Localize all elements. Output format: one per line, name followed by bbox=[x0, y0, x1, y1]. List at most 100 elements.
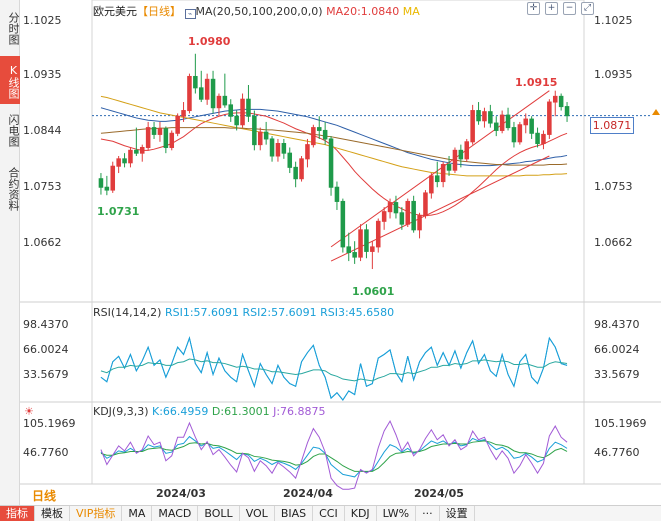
toolbar-vip-indicators[interactable]: VIP指标 bbox=[70, 506, 123, 521]
tab-timeshare[interactable]: 分时图 bbox=[7, 12, 20, 45]
candle-body bbox=[529, 118, 534, 134]
candle-body bbox=[452, 149, 458, 171]
rsi-lines-rsi1 bbox=[100, 336, 568, 401]
candle-body bbox=[328, 138, 334, 188]
candle-body bbox=[340, 200, 346, 248]
candle-body bbox=[104, 186, 110, 191]
toolbar-ma[interactable]: MA bbox=[122, 506, 153, 521]
candle-body bbox=[411, 200, 416, 231]
kdj-label-right: 105.1969 bbox=[594, 417, 647, 430]
toolbar-vol[interactable]: VOL bbox=[240, 506, 275, 521]
toolbar-cci[interactable]: CCI bbox=[313, 506, 345, 521]
sidebar: 分时图 K线图 闪电图 合约资料 bbox=[0, 0, 20, 505]
candle-body bbox=[110, 165, 116, 191]
candle-body bbox=[163, 128, 169, 148]
toolbar-boll[interactable]: BOLL bbox=[198, 506, 240, 521]
rsi-label-left: 66.0024 bbox=[23, 343, 69, 356]
channel-upper-line bbox=[330, 90, 550, 248]
candle-body bbox=[204, 78, 210, 100]
rsi-label-left: 33.5679 bbox=[23, 368, 69, 381]
candle-body bbox=[552, 95, 558, 103]
moving-average-lines bbox=[100, 95, 568, 217]
price-label-right: 1.1025 bbox=[594, 14, 633, 27]
toolbar-more[interactable]: ··· bbox=[416, 506, 440, 521]
toolbar-bias[interactable]: BIAS bbox=[275, 506, 314, 521]
candle-body bbox=[198, 87, 204, 100]
kdj-label-left: 46.7760 bbox=[23, 446, 69, 459]
candle-body bbox=[287, 152, 293, 168]
price-label-right: 1.0662 bbox=[594, 236, 633, 249]
rsi-lines-rsi2 bbox=[100, 336, 568, 401]
toolbar-kdj[interactable]: KDJ bbox=[345, 506, 377, 521]
kdj-settings-icon[interactable]: ☀ bbox=[24, 405, 34, 418]
price-up-arrow-icon bbox=[652, 109, 660, 115]
candle-body bbox=[417, 215, 422, 231]
candle-body bbox=[434, 175, 440, 183]
kdj-d-value: D:61.3001 bbox=[211, 405, 270, 418]
toolbar-settings[interactable]: 设置 bbox=[440, 506, 475, 521]
candle-body bbox=[145, 127, 151, 148]
candle-body bbox=[440, 164, 446, 183]
tab-kline[interactable]: K线图 bbox=[0, 56, 20, 104]
candle-body bbox=[446, 164, 452, 171]
candle-body bbox=[370, 246, 375, 252]
symbol-name: 欧元美元 bbox=[93, 5, 137, 18]
rsi1-value: RSI1:57.6091 bbox=[164, 306, 240, 319]
tab-flash-chart[interactable]: 闪电图 bbox=[7, 114, 20, 147]
candle-body bbox=[535, 132, 540, 145]
candle-body bbox=[151, 127, 157, 135]
candle-body bbox=[429, 175, 434, 194]
tab-contract-info[interactable]: 合约资料 bbox=[7, 166, 20, 211]
toolbar-template[interactable]: 模板 bbox=[35, 506, 70, 521]
candle-body bbox=[316, 127, 322, 131]
period-badge[interactable]: 日线 bbox=[32, 489, 57, 503]
time-label: 2024/05 bbox=[414, 487, 464, 500]
candle-body bbox=[252, 115, 257, 146]
rsi-label-right: 98.4370 bbox=[594, 318, 640, 331]
ma-settings-icon[interactable]: ⌁ bbox=[184, 9, 196, 19]
rsi3-value: RSI3:45.6580 bbox=[320, 306, 395, 319]
candlesticks bbox=[98, 53, 570, 270]
price-label-left: 1.1025 bbox=[23, 14, 62, 27]
current-price-tag: 1.0871 bbox=[590, 117, 634, 134]
rsi-label-right: 66.0024 bbox=[594, 343, 640, 356]
rsi-header: RSI(14,14,2) RSI1:57.6091 RSI2:57.6091 R… bbox=[93, 306, 394, 319]
crosshair-icon[interactable]: ✛ bbox=[527, 2, 540, 15]
candle-body bbox=[122, 158, 127, 164]
early-low-annotation: 1.0731 bbox=[97, 205, 140, 218]
candle-body bbox=[476, 110, 481, 122]
candle-body bbox=[346, 246, 352, 254]
fullscreen-icon[interactable]: ⤢ bbox=[581, 2, 594, 15]
candle-body bbox=[493, 122, 499, 131]
candle-body bbox=[393, 202, 399, 214]
price-label-right: 1.0935 bbox=[594, 68, 633, 81]
low-annotation: 1.0601 bbox=[352, 285, 395, 298]
zoom-in-icon[interactable]: + bbox=[545, 2, 558, 15]
period-tag[interactable]: 【日线】 bbox=[137, 5, 181, 18]
ma-more-label: MA bbox=[402, 5, 420, 18]
rsi-title[interactable]: RSI(14,14,2) bbox=[93, 306, 162, 319]
candle-body bbox=[240, 98, 245, 126]
candle-body bbox=[299, 158, 304, 180]
candle-body bbox=[517, 124, 523, 143]
toolbar-macd[interactable]: MACD bbox=[152, 506, 199, 521]
candle-body bbox=[263, 131, 269, 140]
candle-body bbox=[399, 212, 405, 225]
toolbar-lw[interactable]: LW% bbox=[377, 506, 417, 521]
candle-body bbox=[210, 78, 216, 109]
toolbar-indicators[interactable]: 指标 bbox=[0, 506, 35, 521]
candle-body bbox=[157, 128, 163, 135]
zoom-out-icon[interactable]: − bbox=[563, 2, 576, 15]
candle-body bbox=[311, 127, 316, 146]
candle-body bbox=[511, 127, 517, 143]
kdj-lines-j bbox=[100, 420, 568, 490]
candle-body bbox=[139, 146, 145, 154]
rsi2-value: RSI2:57.6091 bbox=[242, 306, 317, 319]
high-annotation: 1.0980 bbox=[188, 35, 231, 48]
candle-body bbox=[364, 229, 369, 252]
recent-high-annotation: 1.0915 bbox=[515, 76, 558, 89]
chart-canvas[interactable] bbox=[0, 0, 661, 505]
kdj-title[interactable]: KDJ(9,3,3) bbox=[93, 405, 149, 418]
candle-body bbox=[423, 192, 428, 217]
candle-body bbox=[187, 75, 192, 112]
